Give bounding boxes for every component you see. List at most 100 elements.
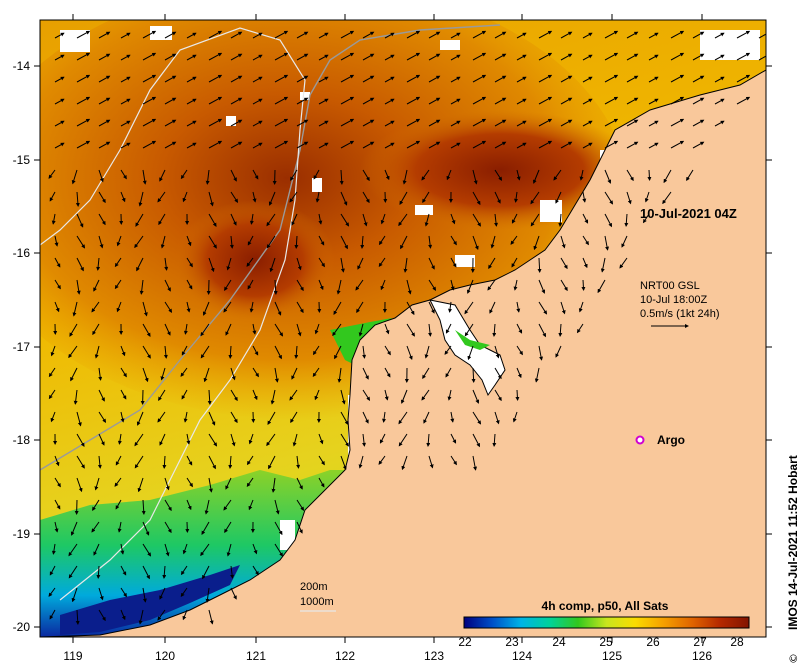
current-vector-arrow <box>186 120 197 127</box>
current-vector-arrow <box>92 499 100 511</box>
current-vector-arrow <box>76 52 91 61</box>
colorbar-label: 26 <box>646 635 660 649</box>
current-vector-arrow <box>208 213 217 227</box>
current-vector-arrow <box>142 521 150 536</box>
current-vector-arrow <box>445 367 452 378</box>
current-vector-arrow <box>692 97 705 105</box>
current-vector-arrow <box>48 587 56 597</box>
current-vector-arrow <box>362 119 375 127</box>
current-vector-arrow <box>207 389 212 405</box>
current-vector-arrow <box>530 191 540 205</box>
current-vector-arrow <box>296 477 303 490</box>
current-vector-arrow <box>472 389 480 404</box>
current-vector-arrow <box>160 367 166 381</box>
current-vector-arrow <box>296 257 302 271</box>
current-vector-arrow <box>274 140 289 149</box>
current-vector-arrow <box>582 98 593 105</box>
current-vector-arrow <box>230 53 243 61</box>
current-vector-arrow <box>619 257 628 269</box>
current-vector-arrow <box>249 301 254 313</box>
current-vector-arrow <box>626 97 639 105</box>
current-vector-arrow <box>318 54 329 61</box>
lon-tick: 126 <box>692 14 712 663</box>
current-vector-arrow <box>296 31 309 39</box>
current-vector-arrow <box>624 213 629 227</box>
current-vector-arrow <box>208 433 218 447</box>
current-vector-arrow <box>472 140 487 149</box>
current-vector-arrow <box>134 455 144 469</box>
current-vector-arrow <box>422 191 430 204</box>
current-vector-arrow <box>538 74 553 83</box>
lon-tick: 123 <box>424 14 444 663</box>
current-vector-arrow <box>318 32 329 39</box>
current-vector-arrow <box>560 235 566 249</box>
current-vector-arrow <box>200 323 210 337</box>
current-vector-arrow <box>489 301 496 314</box>
current-vector-arrow <box>692 31 705 39</box>
current-vector-arrow <box>141 499 146 515</box>
current-vector-arrow <box>314 389 320 401</box>
current-vector-arrow <box>428 97 441 105</box>
lat-tick: -18 <box>13 433 772 447</box>
current-vector-arrow <box>578 301 584 313</box>
current-vector-arrow <box>604 213 612 228</box>
current-vector-arrow <box>384 76 395 83</box>
current-vector-arrow <box>472 213 481 227</box>
lat-tick: -17 <box>13 340 772 354</box>
current-vector-arrow <box>186 433 191 445</box>
current-vector-arrow <box>183 323 188 335</box>
current-vector-arrow <box>662 191 672 205</box>
current-vector-arrow <box>294 235 299 249</box>
current-vector-arrow <box>120 32 131 39</box>
current-vector-arrow <box>490 235 496 249</box>
current-vector-arrow <box>332 323 342 337</box>
current-vector-arrow <box>362 191 370 204</box>
current-vector-arrow <box>97 455 102 469</box>
current-vector-arrow <box>558 323 563 337</box>
current-vector-arrow <box>246 477 254 488</box>
current-vector-arrow <box>200 345 210 359</box>
current-vector-arrow <box>450 120 461 127</box>
current-vector-arrow <box>576 323 584 334</box>
current-vector-arrow <box>472 411 482 425</box>
currents-scale-label: 0.5m/s (1kt 24h) <box>640 308 719 320</box>
lat-tick-label: -18 <box>13 433 31 447</box>
current-vector-arrow <box>362 367 369 380</box>
current-vector-arrow <box>581 279 586 291</box>
current-vector-arrow <box>96 565 101 579</box>
current-vector-arrow <box>472 96 487 105</box>
current-vector-arrow <box>274 543 283 557</box>
current-vector-arrow <box>450 54 461 61</box>
current-vector-arrow <box>208 257 215 273</box>
current-vector-arrow <box>120 142 131 149</box>
current-vector-arrow <box>379 433 386 444</box>
current-vector-arrow <box>267 411 276 425</box>
current-vector-arrow <box>428 235 433 249</box>
current-vector-arrow <box>382 411 387 423</box>
current-vector-arrow <box>205 169 210 185</box>
current-vector-arrow <box>296 323 302 337</box>
current-vector-arrow <box>273 279 278 295</box>
current-vector-arrow <box>604 74 619 83</box>
lat-tick: -16 <box>13 246 772 260</box>
current-vector-arrow <box>186 499 192 511</box>
current-vector-arrow <box>663 169 672 184</box>
current-vector-arrow <box>98 53 111 61</box>
current-vector-arrow <box>163 345 168 359</box>
current-vector-arrow <box>120 411 125 423</box>
current-vector-arrow <box>157 609 166 621</box>
current-vector-arrow <box>164 279 171 292</box>
current-vector-arrow <box>538 140 553 149</box>
current-vector-arrow <box>472 235 479 251</box>
current-vector-arrow <box>208 477 213 493</box>
current-vector-arrow <box>135 213 144 227</box>
colorbar-labels: 22 23 24 25 26 27 28 <box>458 635 744 649</box>
current-vector-arrow <box>230 97 243 105</box>
lat-tick: -20 <box>13 620 772 634</box>
current-vector-arrow <box>157 191 166 203</box>
current-vector-arrow <box>626 141 639 149</box>
currents-legend: NRT00 GSL 10-Jul 18:00Z 0.5m/s (1kt 24h) <box>640 280 719 328</box>
current-vector-arrow <box>337 367 342 383</box>
current-vector-arrow <box>230 31 243 39</box>
current-vector-arrow <box>538 301 548 315</box>
